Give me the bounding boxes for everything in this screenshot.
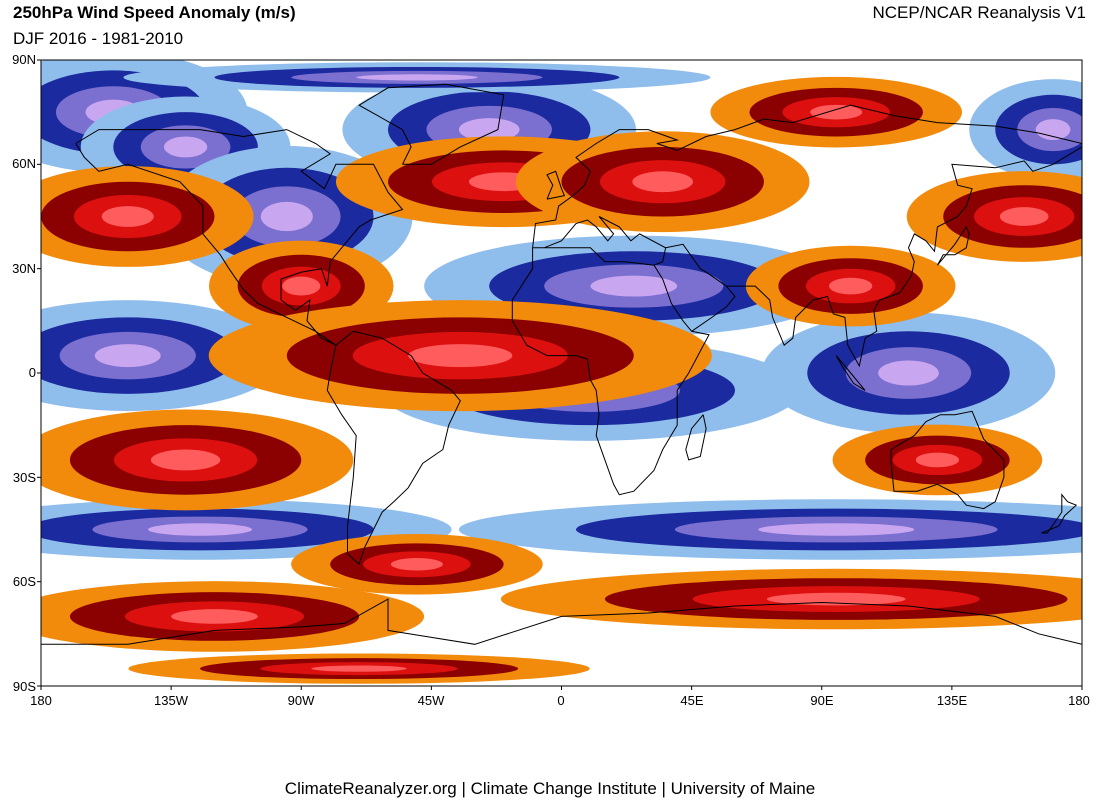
lon-label-135w: 135W: [154, 693, 188, 708]
lat-label-60n: 60N: [12, 156, 36, 171]
anomaly-negative-6-level-3: [147, 523, 253, 536]
data-source: NCEP/NCAR Reanalysis V1: [872, 3, 1086, 22]
coastline-13: [41, 598, 1082, 645]
anomaly-positive-19-level-3: [390, 558, 443, 571]
anomaly-positive-14-level-3: [632, 171, 694, 193]
anomaly-positive-22-level-3: [810, 104, 863, 120]
coastline-1: [326, 330, 461, 566]
anomaly-negative-4-level-3: [590, 275, 678, 297]
anomaly-negative-10-level-3: [356, 74, 478, 81]
lon-label-180e: 180: [1068, 693, 1090, 708]
anomaly-negative-5-level-3: [94, 344, 161, 368]
anomaly-negative-3-level-3: [458, 118, 520, 142]
anomaly-positive-23-level-3: [915, 452, 960, 468]
anomaly-fields: [41, 60, 1082, 686]
lon-label-135e: 135E: [936, 693, 968, 708]
lat-label-30n: 30N: [12, 261, 36, 276]
anomaly-positive-18-level-3: [171, 609, 258, 624]
lon-label-45e: 45E: [680, 693, 704, 708]
coastline-12: [835, 355, 866, 391]
coastline-3: [511, 247, 534, 321]
lon-label-45w: 45W: [417, 693, 445, 708]
coastline-15: [546, 170, 566, 200]
anomaly-negative-8-level-3: [758, 523, 915, 536]
coastline-8: [890, 410, 1005, 510]
coastline-2: [532, 216, 667, 266]
chart-subtitle: DJF 2016 - 1981-2010: [13, 29, 184, 48]
anomaly-positive-20-level-3: [766, 592, 906, 606]
anomaly-positive-15-level-3: [282, 276, 321, 296]
lon-label-0: 0: [557, 693, 565, 708]
coastline-4: [511, 264, 710, 496]
lat-label-30s: 30S: [12, 470, 36, 485]
coastline-11: [358, 83, 505, 165]
anomaly-negative-7-level-3: [878, 360, 939, 386]
lon-label-90e: 90E: [810, 693, 834, 708]
coastline-14: [685, 414, 707, 461]
lat-label-90s: 90S: [12, 679, 36, 694]
anomaly-negative-1-level-3: [163, 136, 208, 158]
anomaly-positive-17-level-3: [150, 449, 221, 471]
chart-title: 250hPa Wind Speed Anomaly (m/s): [13, 3, 296, 22]
anomaly-negative-2-level-3: [260, 201, 313, 232]
anomaly-positive-12-level-3: [101, 206, 154, 227]
anomaly-positive-16-level-3: [408, 344, 513, 368]
coastline-0: [75, 129, 404, 346]
lon-label-90w: 90W: [287, 693, 315, 708]
footer-credit: ClimateReanalyzer.org | Climate Change I…: [284, 779, 816, 798]
coastline-7: [726, 146, 1082, 368]
coastline-10: [1041, 493, 1078, 534]
coastline-9: [936, 225, 970, 266]
lat-label-90n: 90N: [12, 52, 36, 67]
coastline-5: [532, 104, 1082, 248]
lon-label-180w: 180: [30, 693, 52, 708]
anomaly-positive-21-level-3: [999, 207, 1049, 226]
lat-label-0: 0: [28, 365, 36, 380]
anomaly-positive-24-level-3: [828, 277, 873, 295]
lat-label-60s: 60S: [12, 574, 36, 589]
anomaly-positive-25-level-3: [311, 665, 407, 672]
